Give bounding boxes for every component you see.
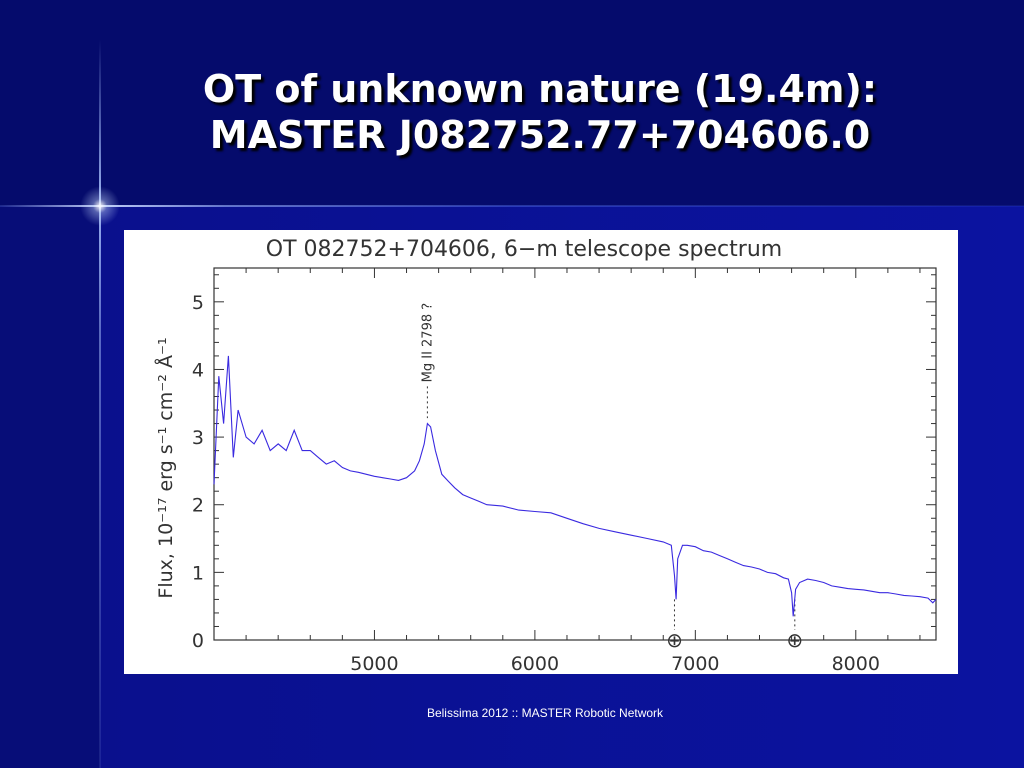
telluric-marker: ⊕ — [666, 628, 683, 652]
annotation-label: Mg II 2798 ? — [420, 303, 435, 383]
decorative-star-glow — [80, 186, 120, 226]
y-tick-label: 2 — [192, 495, 204, 517]
spectrum-chart: OT 082752+704606, 6−m telescope spectrum… — [124, 230, 958, 675]
x-tick-label: 6000 — [511, 653, 559, 674]
slide-title: OT of unknown nature (19.4m): MASTER J08… — [100, 66, 980, 158]
y-tick-label: 4 — [192, 359, 204, 381]
y-tick-label: 0 — [192, 630, 204, 652]
x-tick-label: 8000 — [832, 653, 880, 674]
chart-title: OT 082752+704606, 6−m telescope spectrum — [266, 237, 782, 262]
decorative-horizontal-line — [0, 205, 1024, 207]
spectrum-series-line — [213, 355, 937, 617]
y-tick-label: 1 — [192, 562, 204, 584]
left-band — [0, 206, 100, 768]
plot-frame — [213, 267, 937, 641]
y-axis-label: Flux, 10⁻¹⁷ erg s⁻¹ cm⁻² Å⁻¹ — [154, 337, 177, 598]
slide-title-line-2: MASTER J082752.77+704606.0 — [209, 113, 871, 157]
title-band — [0, 0, 1024, 206]
x-tick-label: 7000 — [671, 653, 719, 674]
telluric-marker: ⊕ — [786, 628, 803, 652]
slide-title-line-1: OT of unknown nature (19.4m): — [202, 67, 878, 111]
y-tick-label: 5 — [192, 292, 204, 314]
x-tick-label: 5000 — [350, 653, 398, 674]
spectrum-chart-svg: OT 082752+704606, 6−m telescope spectrum… — [154, 237, 937, 675]
decorative-vertical-line — [99, 40, 101, 768]
y-tick-label: 3 — [192, 427, 204, 449]
slide-footer: Belissima 2012 :: MASTER Robotic Network — [426, 706, 664, 720]
